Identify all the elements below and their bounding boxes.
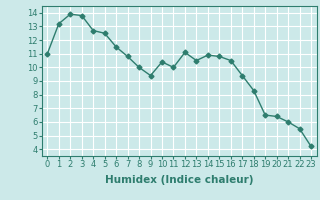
- X-axis label: Humidex (Indice chaleur): Humidex (Indice chaleur): [105, 175, 253, 185]
